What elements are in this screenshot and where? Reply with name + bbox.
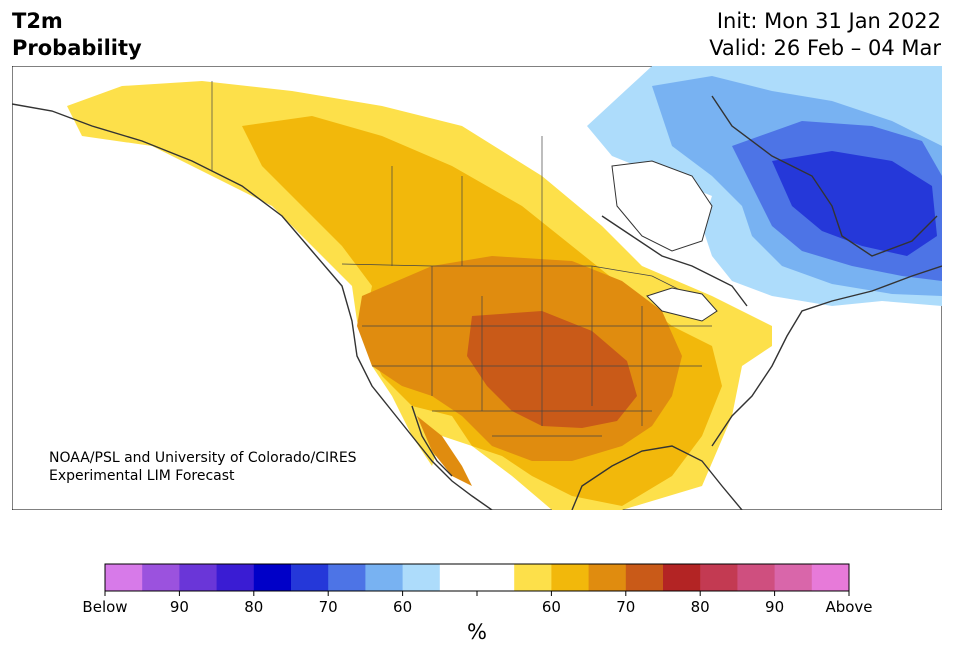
colorbar-tick-label: 80 [690, 598, 710, 616]
mexico-warm-strip [417, 416, 472, 486]
colorbar-segment [142, 564, 180, 591]
coastlines [12, 95, 942, 510]
forecast-map [12, 66, 942, 510]
colorbar-segment [328, 564, 366, 591]
colorbar-segment [737, 564, 776, 591]
forecast-dates: Init: Mon 31 Jan 2022 Valid: 26 Feb – 04… [709, 8, 941, 62]
init-date: Init: Mon 31 Jan 2022 [716, 9, 941, 33]
credit-line-2: Experimental LIM Forecast [49, 468, 235, 484]
colorbar-segment [625, 564, 664, 591]
colorbar-segment [514, 564, 552, 591]
colorbar-segment [551, 564, 590, 591]
colorbar-segment [439, 564, 478, 591]
colorbar-segment [477, 564, 515, 591]
colorbar-segment [253, 564, 292, 591]
valid-date: Valid: 26 Feb – 04 Mar [709, 36, 941, 60]
colorbar-tick-label: 90 [765, 598, 785, 616]
credit-text: NOAA/PSL and University of Colorado/CIRE… [49, 449, 357, 485]
hudson-bay [611, 160, 713, 252]
colorbar-tick-label: 60 [541, 598, 561, 616]
colorbar-segment [291, 564, 329, 591]
credit-line-1: NOAA/PSL and University of Colorado/CIRE… [49, 450, 357, 466]
colorbar-segment [774, 564, 813, 591]
political-borders [211, 81, 712, 437]
colorbar-segment [216, 564, 255, 591]
colorbar-tick-label: Above [825, 598, 873, 616]
colorbar-segment [663, 564, 701, 591]
colorbar-tick-label: Below [82, 598, 128, 616]
colorbar-segment [105, 564, 143, 591]
colorbar-tick-label: 80 [244, 598, 264, 616]
colorbar-segment [700, 564, 738, 591]
warm-region-deep [467, 311, 637, 428]
colorbar-tick-label: 70 [616, 598, 636, 616]
title-variable: T2m [12, 9, 63, 33]
colorbar-segment [365, 564, 404, 591]
colorbar-tick-label: 70 [318, 598, 338, 616]
colorbar-tick-label: 60 [393, 598, 413, 616]
colorbar-segment [402, 564, 441, 591]
colorbar-segment [179, 564, 218, 591]
colorbar-unit: % [467, 620, 487, 644]
colorbar-segment [588, 564, 627, 591]
title-subtitle: Probability [12, 36, 142, 60]
map-title: T2m Probability [12, 8, 142, 62]
great-lakes [646, 287, 718, 322]
colorbar-tick-label: 90 [169, 598, 189, 616]
colorbar-segment [811, 564, 850, 591]
